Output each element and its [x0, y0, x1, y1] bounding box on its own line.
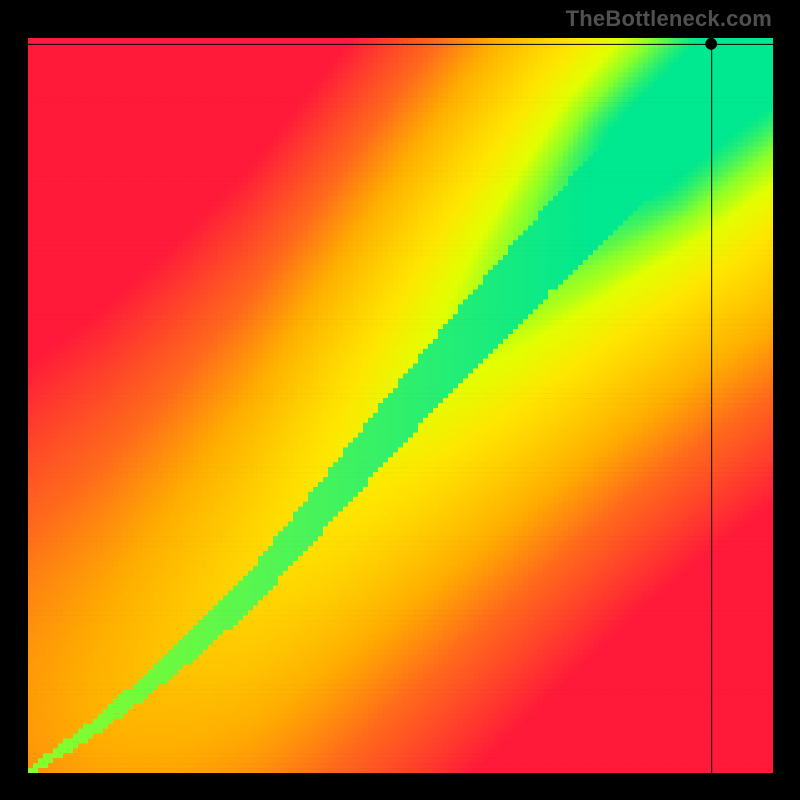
bottleneck-heatmap: [28, 38, 773, 773]
heatmap-canvas: [28, 38, 773, 773]
watermark-text: TheBottleneck.com: [566, 6, 772, 32]
